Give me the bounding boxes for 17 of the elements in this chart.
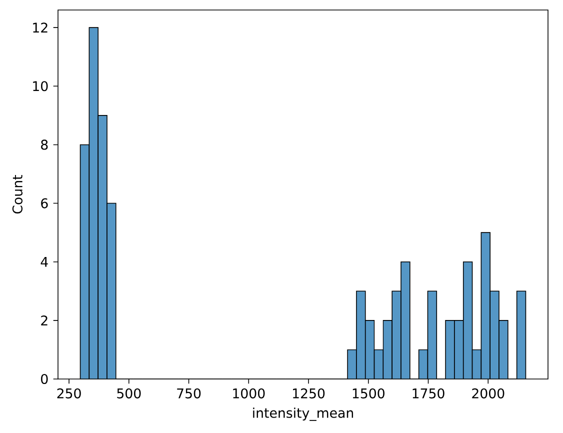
x-tick-label: 1000: [233, 388, 265, 398]
x-tick-label: 500: [117, 388, 141, 398]
y-tick-label: 10: [33, 81, 48, 92]
x-tick-label: 1500: [352, 388, 384, 398]
x-axis-title: intensity_mean: [253, 408, 354, 421]
x-tick-label: 750: [177, 388, 201, 398]
y-tick-label: 4: [40, 256, 48, 267]
x-tick-label: 250: [57, 388, 81, 398]
y-axis-title: Count: [12, 175, 23, 214]
y-tick-label: 6: [41, 198, 48, 208]
y-tick-label: 2: [41, 315, 48, 326]
x-tick-label: 1750: [412, 388, 444, 398]
x-tick-label: 1250: [293, 388, 325, 398]
x-tick-label: 2000: [472, 388, 504, 398]
y-tick-label: 8: [41, 140, 48, 150]
y-tick-label: 0: [41, 374, 48, 384]
y-tick-label: 12: [33, 22, 48, 33]
